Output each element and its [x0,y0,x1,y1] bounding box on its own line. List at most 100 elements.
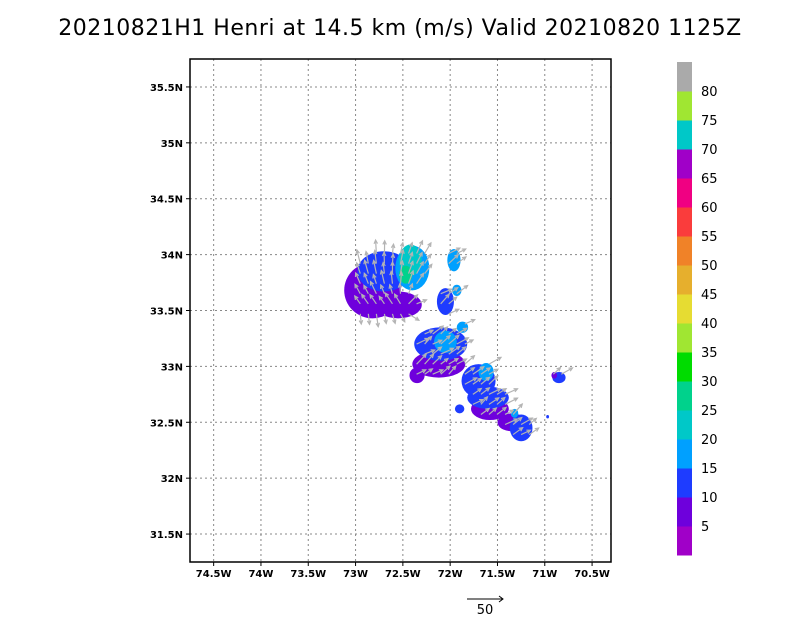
wind-vector-head [455,345,461,351]
wind-vector-head [477,377,483,383]
wind-vector [424,353,434,365]
wind-vector [424,329,434,335]
wind-vector-head [461,248,467,253]
wind-vector-head [500,396,506,402]
wind-vector-head [513,397,519,402]
wind-vector [440,288,453,295]
y-tick-label: 35.5N [150,83,183,94]
wind-vector [464,339,474,345]
wind-vector-head [518,426,524,432]
x-axis: 74.5W 74W 73.5W 73W 72.5W 72W 71.5W 71W 70.5W [196,562,610,580]
wind-vector [374,240,377,254]
wind-vector-head [419,260,424,266]
chart-title: 20210821H1 Henri at 14.5 km (m/s) Valid … [58,16,742,41]
wind-vector-head [382,239,387,245]
wind-vector-head [427,335,433,341]
wind-vector-head [513,388,519,393]
wind-vector [355,272,361,284]
reference-arrow-head [498,595,504,603]
wind-vector [407,270,414,284]
wind-vector-head [364,250,369,256]
wind-vector-head [437,346,443,351]
y-tick-label: 32N [161,474,183,485]
wind-vector [448,358,459,365]
wind-vector [399,272,403,284]
wind-vector [464,377,477,385]
wind-vector-head [354,271,360,278]
colorbar-label: 30 [701,375,718,390]
wind-vector [440,326,448,335]
y-tick-label: 33N [161,362,183,373]
colorbar-swatch [677,294,692,324]
wind-vector-head [424,337,430,342]
wind-vector [367,313,371,325]
wind-vector [424,349,435,355]
wind-vector [440,293,450,305]
colorbar-swatch [677,381,692,411]
x-tick-label: 71W [532,569,557,580]
wind-vector [407,252,413,264]
x-tick-label: 71.5W [480,569,516,580]
wind-vector [504,397,518,405]
wind-vector-head [462,327,468,332]
wind-vector-head [390,242,396,249]
colorbar-label: 40 [701,317,718,332]
wind-vector [496,388,507,395]
wind-vector [380,284,385,294]
wind-speed-field [344,244,566,442]
wind-vector-head [453,286,459,292]
wind-vector-head [496,388,502,393]
wind-vector [416,299,427,305]
wind-vector [561,367,573,375]
wind-vector-head [463,284,469,290]
wind-vector [399,313,406,323]
wind-vector-head [366,320,372,326]
wind-vector-head [454,334,460,340]
wind-vector [356,262,361,274]
wind-vector-head [384,292,390,298]
wind-vector-head [409,260,414,266]
wind-vector [456,256,467,265]
wind-vector-head [354,283,359,289]
wind-speed-patch [409,367,425,384]
wind-vector-head [526,429,532,434]
wind-vector-head [422,353,428,359]
colorbar-label: 65 [701,172,718,187]
wind-vector [488,375,499,385]
wind-vector-head [422,298,428,304]
colorbar-swatch [677,91,692,121]
wind-vector-head [393,293,399,299]
wind-vector [448,254,459,264]
wind-vector [354,284,361,295]
wind-vector-head [375,322,380,329]
y-tick-label: 34N [161,251,183,262]
wind-vector [424,368,433,375]
x-tick-label: 72W [438,569,463,580]
wind-vector [354,295,361,305]
wind-speed-patch [436,288,454,315]
wind-vector [432,355,442,365]
wind-vector [504,418,518,426]
wind-vector-head [397,282,403,288]
wind-vector [448,308,460,315]
colorbar-label: 5 [701,520,709,535]
colorbar-label: 10 [701,491,718,506]
wind-vector [464,319,475,325]
reference-vector: 50 [467,595,504,618]
colorbar-swatch [677,120,692,150]
y-tick-label: 35N [161,139,183,150]
colorbar-label: 15 [701,462,718,477]
wind-vector [432,346,442,355]
wind-vector [380,270,386,284]
wind-vector-head [470,318,476,324]
wind-vector [363,273,369,284]
wind-vector [391,254,394,264]
wind-vector-head [461,256,467,261]
wind-vector [399,249,404,264]
wind-vector [416,261,424,274]
wind-vector-head [355,261,360,267]
wind-vector-head [455,247,462,252]
wind-vector-head [355,248,360,255]
wind-vector-head [534,427,540,432]
wind-vector [391,244,395,254]
